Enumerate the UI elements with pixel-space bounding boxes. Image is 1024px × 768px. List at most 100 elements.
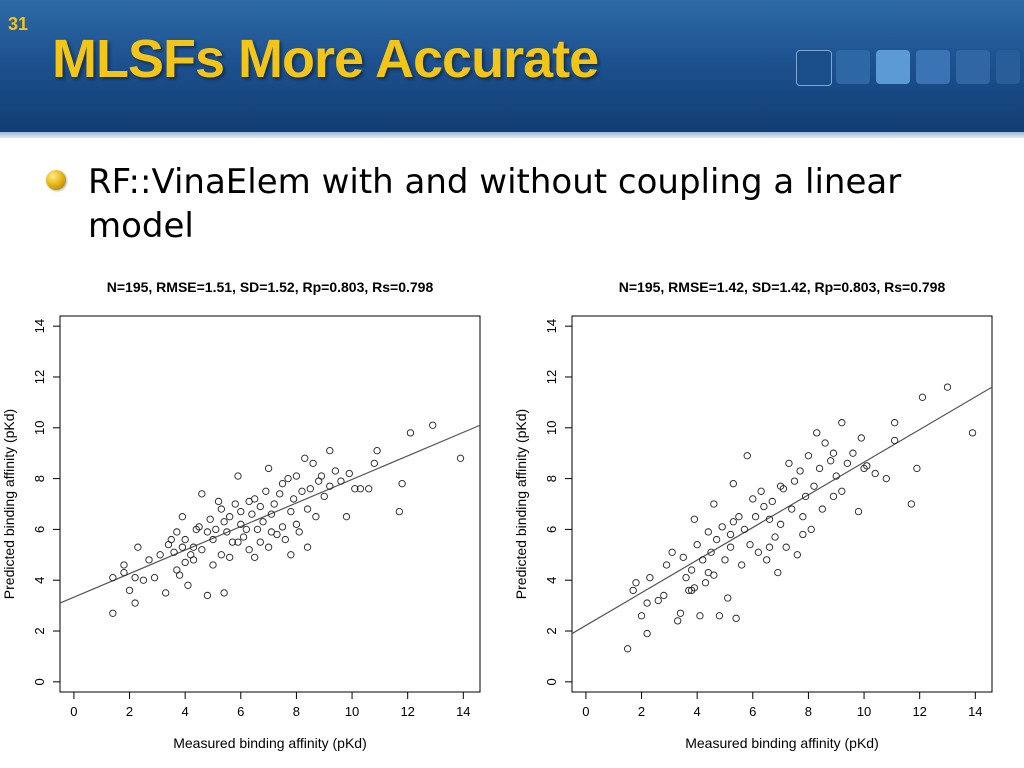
x-tick-label: 2 bbox=[638, 704, 645, 719]
data-point bbox=[398, 480, 406, 488]
data-point bbox=[181, 535, 189, 544]
data-point bbox=[699, 556, 707, 564]
data-point bbox=[729, 480, 737, 488]
data-point bbox=[125, 586, 134, 595]
data-point bbox=[203, 528, 212, 536]
data-point bbox=[373, 446, 381, 455]
y-tick-label: 12 bbox=[544, 370, 559, 384]
data-point bbox=[701, 579, 710, 587]
y-tick-label: 10 bbox=[544, 421, 559, 435]
data-point bbox=[843, 459, 852, 468]
data-point bbox=[679, 553, 687, 562]
data-point bbox=[156, 551, 164, 559]
x-tick-label: 14 bbox=[968, 704, 982, 719]
y-tick-label: 8 bbox=[32, 475, 47, 482]
data-point bbox=[643, 599, 651, 607]
data-point bbox=[276, 490, 284, 498]
data-point bbox=[860, 464, 868, 473]
x-tick-label: 4 bbox=[694, 704, 701, 719]
x-tick-label: 8 bbox=[293, 704, 300, 719]
data-point bbox=[662, 561, 671, 569]
x-tick-label: 12 bbox=[912, 704, 926, 719]
chart-title: N=195, RMSE=1.42, SD=1.42, Rp=0.803, Rs=… bbox=[619, 279, 946, 295]
data-point bbox=[306, 485, 314, 493]
data-point bbox=[178, 543, 187, 551]
data-point bbox=[715, 612, 724, 620]
data-point bbox=[251, 553, 259, 562]
data-point bbox=[109, 574, 117, 582]
x-tick-label: 14 bbox=[456, 704, 470, 719]
data-point bbox=[195, 523, 203, 531]
data-point bbox=[907, 500, 915, 508]
data-point bbox=[198, 490, 206, 498]
data-point bbox=[765, 515, 774, 523]
data-point bbox=[849, 449, 857, 457]
data-point bbox=[184, 581, 192, 589]
data-point bbox=[838, 487, 846, 495]
header-divider bbox=[0, 132, 1024, 138]
data-point bbox=[740, 525, 749, 534]
x-tick-label: 12 bbox=[400, 704, 414, 719]
data-point bbox=[309, 459, 317, 468]
data-point bbox=[120, 561, 128, 569]
decor-square bbox=[836, 50, 870, 84]
data-point bbox=[281, 535, 289, 544]
data-point bbox=[765, 543, 774, 551]
data-point bbox=[776, 482, 785, 490]
data-point bbox=[676, 609, 685, 617]
data-point bbox=[710, 500, 718, 508]
data-point bbox=[284, 474, 292, 483]
data-point bbox=[796, 467, 804, 475]
data-point bbox=[763, 556, 771, 564]
data-point bbox=[331, 467, 340, 475]
data-point bbox=[456, 454, 465, 462]
data-point bbox=[815, 464, 824, 473]
data-point bbox=[646, 574, 654, 582]
y-tick-label: 2 bbox=[544, 627, 559, 634]
data-point bbox=[406, 429, 415, 437]
data-point bbox=[214, 497, 223, 506]
data-point bbox=[724, 594, 732, 602]
data-point bbox=[131, 574, 139, 582]
data-point bbox=[220, 589, 228, 597]
bullet-icon bbox=[46, 170, 66, 190]
data-point bbox=[832, 472, 840, 480]
data-point bbox=[303, 505, 312, 513]
y-tick-label: 0 bbox=[544, 678, 559, 685]
data-point bbox=[356, 485, 365, 493]
y-tick-label: 4 bbox=[32, 577, 47, 584]
y-tick-label: 6 bbox=[32, 526, 47, 533]
data-point bbox=[799, 530, 807, 539]
data-point bbox=[239, 533, 248, 541]
data-point bbox=[237, 520, 245, 528]
data-point bbox=[209, 535, 217, 544]
data-point bbox=[637, 612, 646, 620]
data-point bbox=[712, 535, 721, 544]
data-point bbox=[807, 525, 815, 534]
regression-line bbox=[571, 386, 993, 635]
data-point bbox=[693, 540, 701, 549]
data-point bbox=[749, 495, 757, 503]
y-axis-label: Predicted binding affinity (pKd) bbox=[1, 409, 17, 599]
data-point bbox=[757, 487, 765, 495]
y-tick-label: 14 bbox=[32, 319, 47, 333]
data-point bbox=[799, 513, 807, 521]
y-tick-label: 10 bbox=[32, 421, 47, 435]
x-tick-label: 0 bbox=[582, 704, 589, 719]
data-point bbox=[298, 487, 306, 495]
y-tick-label: 4 bbox=[544, 577, 559, 584]
data-point bbox=[729, 518, 737, 526]
data-point bbox=[654, 596, 662, 605]
data-point bbox=[326, 446, 334, 455]
data-point bbox=[746, 540, 754, 549]
data-point bbox=[203, 591, 212, 600]
data-point bbox=[782, 543, 790, 551]
x-tick-label: 8 bbox=[805, 704, 812, 719]
data-point bbox=[173, 528, 181, 536]
data-point bbox=[968, 429, 977, 437]
data-point bbox=[303, 543, 312, 551]
data-point bbox=[804, 452, 813, 460]
data-point bbox=[854, 507, 863, 516]
y-tick-label: 12 bbox=[32, 370, 47, 384]
data-point bbox=[660, 591, 668, 600]
